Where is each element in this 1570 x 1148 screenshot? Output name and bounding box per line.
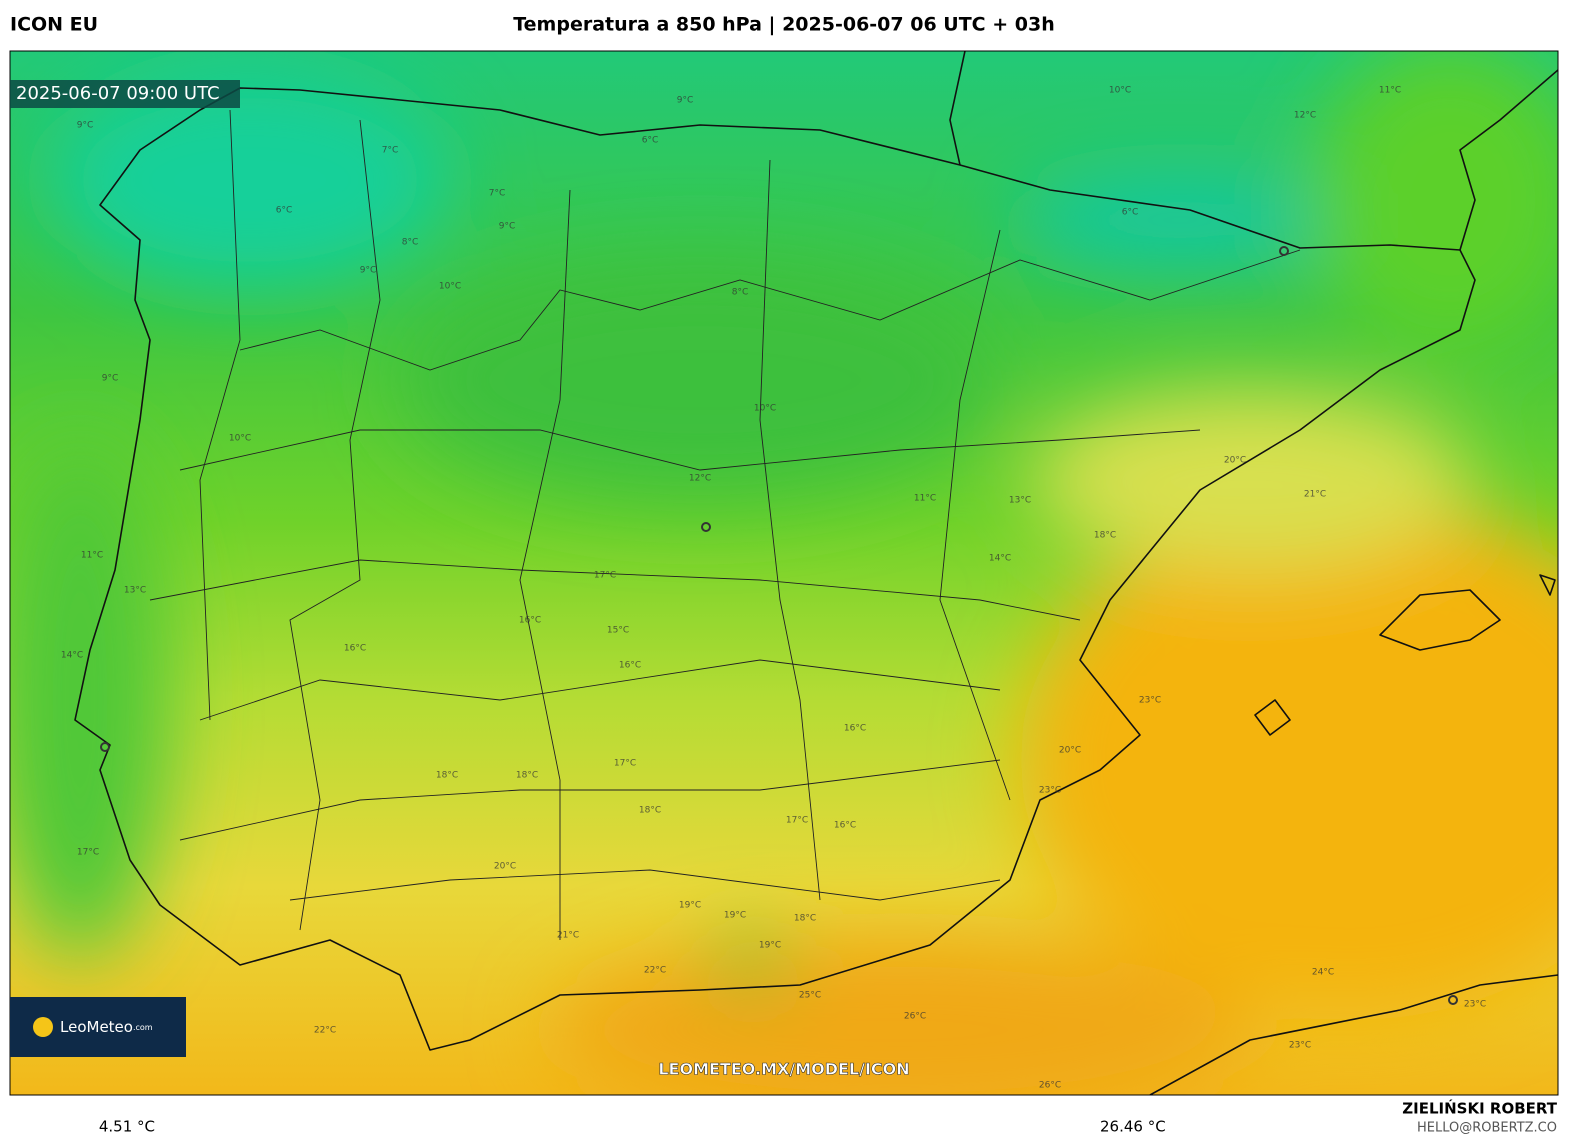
colorbar-max: 26.46 °C <box>1100 1118 1166 1136</box>
contour-label: 18°C <box>516 771 538 781</box>
contour-label: 21°C <box>1304 490 1326 500</box>
contour-label: 10°C <box>754 404 776 414</box>
contour-label: 25°C <box>799 991 821 1001</box>
contour-label: 18°C <box>436 771 458 781</box>
contour-label: 19°C <box>679 901 701 911</box>
author: ZIELIŃSKI ROBERT <box>1402 1099 1557 1118</box>
contour-label: 19°C <box>724 911 746 921</box>
contour-label: 20°C <box>494 862 516 872</box>
logo-name: LeoMeteo.com <box>60 1018 153 1036</box>
colorbar-min: 4.51 °C <box>99 1118 155 1136</box>
contour-label: 23°C <box>1289 1041 1311 1051</box>
contour-label: 17°C <box>614 759 636 769</box>
contour-label: 10°C <box>439 282 461 292</box>
contour-label: 9°C <box>677 96 694 106</box>
contour-label: 14°C <box>61 651 83 661</box>
coastlines <box>74 51 1558 1095</box>
time-badge <box>10 80 240 108</box>
watermark: LEOMETEO.MX/MODEL/ICON <box>658 1060 909 1079</box>
contour-label: 9°C <box>102 374 119 384</box>
contour-label: 9°C <box>360 266 377 276</box>
contour-label: 16°C <box>844 724 866 734</box>
contour-label: 18°C <box>639 806 661 816</box>
contour-label: 8°C <box>732 288 749 298</box>
contour-label: 23°C <box>1464 1000 1486 1010</box>
contour-label: 21°C <box>557 931 579 941</box>
city-markers <box>100 246 1458 1005</box>
contour-label: 22°C <box>314 1026 336 1036</box>
contour-label: 11°C <box>914 494 936 504</box>
contour-label: 13°C <box>124 586 146 596</box>
contour-label: 6°C <box>1122 208 1139 218</box>
contour-label: 8°C <box>402 238 419 248</box>
map-title: Temperatura a 850 hPa | 2025-06-07 06 UT… <box>513 14 1055 36</box>
contour-label: 7°C <box>382 146 399 156</box>
contour-label: 18°C <box>1094 531 1116 541</box>
contour-label: 16°C <box>344 644 366 654</box>
contour-labels: 9°C 9°C 9°C 6°C 8°C 6°C 7°C 7°C 8°C 9°C 10°C 10°C 12… <box>61 86 1486 1091</box>
contour-label: 12°C <box>1294 111 1316 121</box>
contour-label: 13°C <box>1009 496 1031 506</box>
contour-label: 7°C <box>489 189 506 199</box>
contour-label: 10°C <box>229 434 251 444</box>
contour-label: 6°C <box>276 206 293 216</box>
contour-label: 9°C <box>77 121 94 131</box>
contour-label: 20°C <box>1224 456 1246 466</box>
model-name: ICON EU <box>10 14 98 36</box>
contour-label: 9°C <box>499 222 516 232</box>
contour-label: 15°C <box>607 626 629 636</box>
logo-sun <box>33 1017 53 1037</box>
contour-label: 16°C <box>834 821 856 831</box>
contour-label: 22°C <box>644 966 666 976</box>
contour-label: 11°C <box>1379 86 1401 96</box>
contour-label: 17°C <box>77 848 99 858</box>
valid-time: 2025-06-07 09:00 UTC <box>16 83 220 104</box>
contour-label: 11°C <box>81 551 103 561</box>
contact: HELLO@ROBERTZ.CO <box>1417 1121 1557 1136</box>
contour-label: 16°C <box>519 616 541 626</box>
contour-label: 12°C <box>689 474 711 484</box>
contour-label: 14°C <box>989 554 1011 564</box>
contour-label: 19°C <box>759 941 781 951</box>
contour-label: 23°C <box>1039 786 1061 796</box>
contour-label: 6°C <box>642 136 659 146</box>
contour-label: 17°C <box>786 816 808 826</box>
contour-label: 26°C <box>904 1012 926 1022</box>
contour-label: 24°C <box>1312 968 1334 978</box>
contour-label: 17°C <box>594 571 616 581</box>
contour-label: 18°C <box>794 914 816 924</box>
logo-suffix: .com <box>133 1023 153 1032</box>
contour-label: 26°C <box>1039 1081 1061 1091</box>
map-field: 9°C 9°C 9°C 6°C 8°C 6°C 7°C 7°C 8°C 9°C 10°C 10°C 12… <box>10 51 1558 1095</box>
contour-label: 20°C <box>1059 746 1081 756</box>
contour-label: 16°C <box>619 661 641 671</box>
logo-name-text: LeoMeteo <box>60 1018 133 1036</box>
contour-label: 10°C <box>1109 86 1131 96</box>
borders <box>149 109 1301 940</box>
contour-label: 23°C <box>1139 696 1161 706</box>
